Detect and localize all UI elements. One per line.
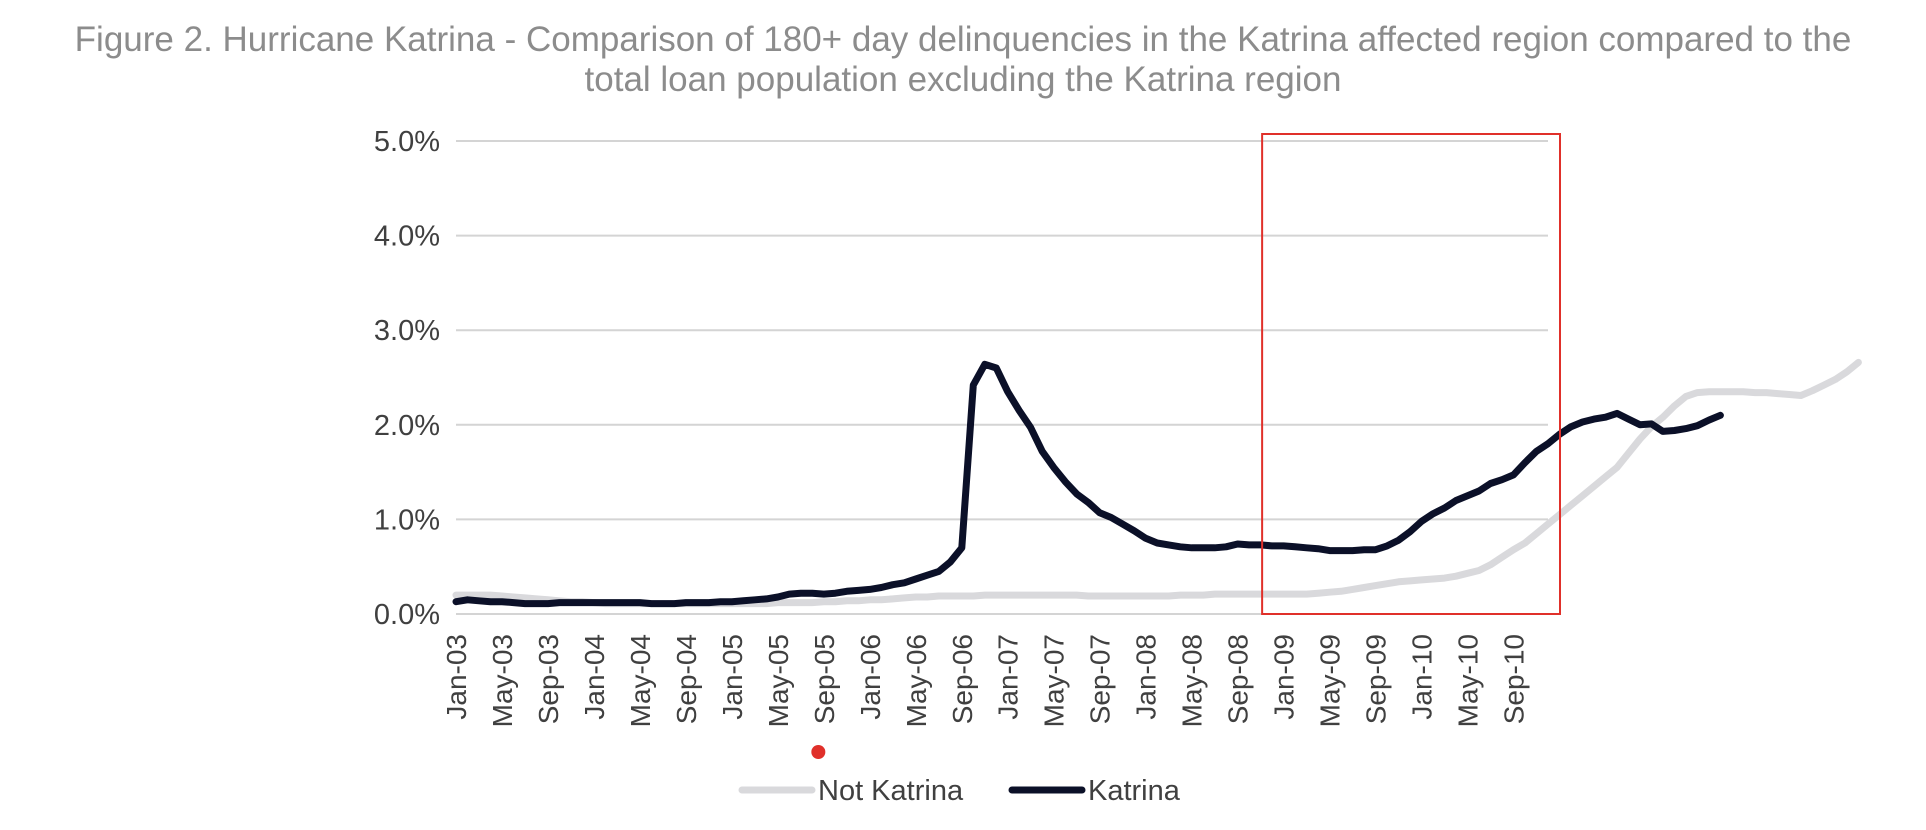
x-tick-label: Sep-10 — [1499, 634, 1530, 724]
y-tick-label: 4.0% — [374, 221, 440, 253]
x-tick-label: Jan-03 — [441, 634, 472, 720]
x-tick-label: Sep-04 — [671, 634, 702, 724]
gridlines — [456, 140, 1548, 615]
x-tick-label: Sep-09 — [1361, 634, 1392, 724]
legend-label-not-katrina: Not Katrina — [818, 775, 964, 807]
highlight-box — [1261, 133, 1562, 615]
x-axis-ticks: Jan-03 May-03 Sep-03 Jan-04 May-04 Sep-04 Jan-… — [441, 634, 1530, 727]
legend: Not Katrina Katrina — [738, 775, 1181, 807]
legend-label-katrina: Katrina — [1088, 775, 1181, 807]
x-tick-label: Jan-05 — [717, 634, 748, 720]
series-line-katrina — [452, 360, 1724, 608]
y-tick-label: 1.0% — [374, 504, 440, 536]
x-tick-label: May-09 — [1315, 634, 1346, 727]
x-tick-label: Sep-07 — [1085, 634, 1116, 724]
x-tick-label: Sep-03 — [533, 634, 564, 724]
series-line-not-katrina — [452, 358, 1862, 608]
x-tick-label: Sep-05 — [809, 634, 840, 724]
event-marker-dot — [811, 745, 826, 759]
x-tick-label: May-08 — [1177, 634, 1208, 727]
y-tick-label: 0.0% — [374, 599, 440, 631]
x-tick-label: May-10 — [1453, 634, 1484, 727]
x-tick-label: May-04 — [625, 634, 656, 727]
x-tick-label: Jan-08 — [1131, 634, 1162, 720]
x-tick-label: May-05 — [763, 634, 794, 727]
chart-title-line-2: total loan population excluding the Katr… — [584, 60, 1342, 99]
x-tick-label: May-06 — [901, 634, 932, 727]
x-tick-label: Jan-04 — [579, 634, 610, 720]
y-axis-ticks: 0.0% 1.0% 2.0% 3.0% 4.0% 5.0% — [374, 126, 440, 631]
y-tick-label: 5.0% — [374, 126, 440, 158]
highlight-box-layer — [811, 133, 1562, 759]
x-tick-label: Jan-07 — [993, 634, 1024, 720]
x-tick-label: Sep-06 — [947, 634, 978, 724]
series-lines — [452, 358, 1862, 608]
chart-title-line-1: Figure 2. Hurricane Katrina - Comparison… — [74, 20, 1852, 59]
y-tick-label: 3.0% — [374, 315, 440, 347]
x-tick-label: May-03 — [487, 634, 518, 727]
y-tick-label: 2.0% — [374, 410, 440, 442]
x-tick-label: Jan-10 — [1407, 634, 1438, 720]
x-tick-label: Jan-06 — [855, 634, 886, 720]
x-tick-label: Jan-09 — [1269, 634, 1300, 720]
x-tick-label: May-07 — [1039, 634, 1070, 727]
x-tick-label: Sep-08 — [1223, 634, 1254, 724]
